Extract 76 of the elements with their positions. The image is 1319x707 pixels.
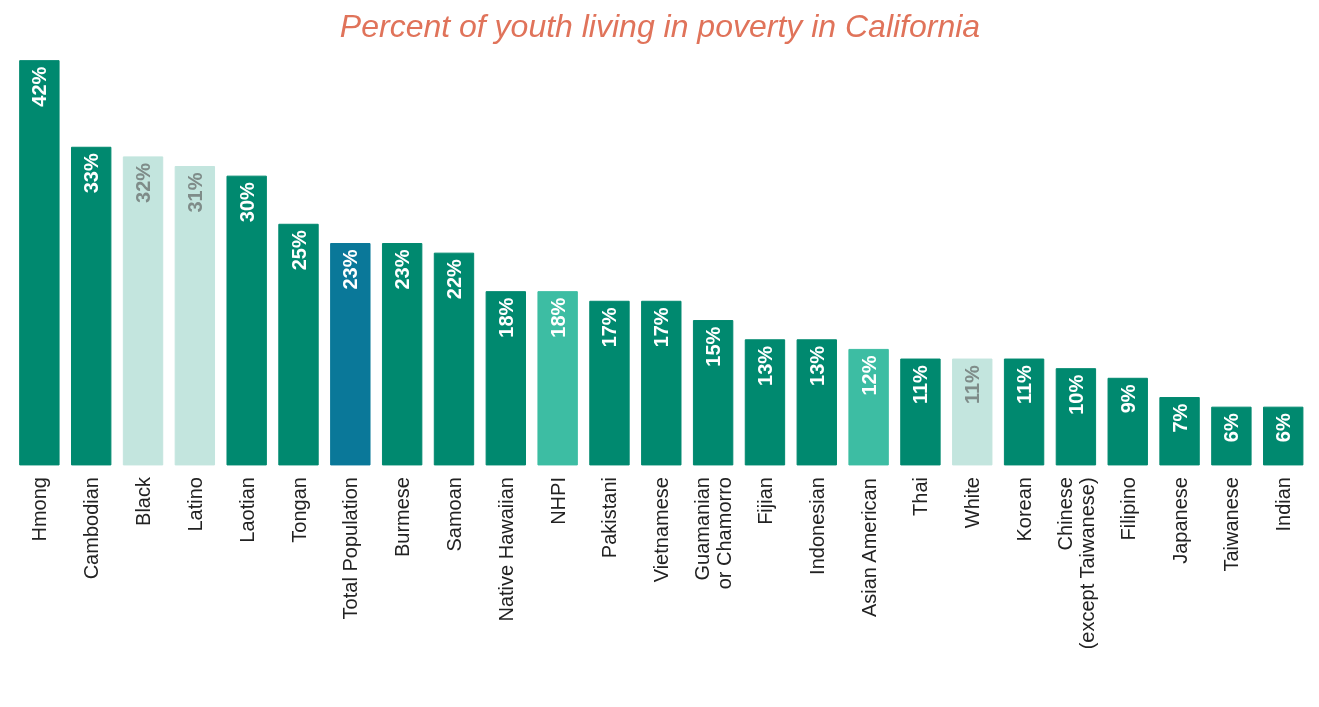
bar bbox=[381, 243, 423, 466]
bar bbox=[122, 156, 164, 466]
x-tick-label: Guamanian or Chamorro bbox=[691, 477, 736, 590]
data-label: 31% bbox=[183, 172, 206, 213]
chart-title: Percent of youth living in poverty in California bbox=[339, 7, 981, 44]
x-tick-label: Laotian bbox=[235, 477, 258, 543]
x-tick-label: Cambodian bbox=[80, 477, 103, 580]
data-label: 15% bbox=[702, 326, 725, 367]
data-label: 23% bbox=[391, 249, 414, 290]
data-label: 32% bbox=[132, 162, 155, 203]
bar bbox=[71, 146, 112, 466]
data-label: 22% bbox=[442, 259, 465, 300]
x-tick-label: Vietnamese bbox=[650, 477, 673, 583]
x-tick-label: Black bbox=[132, 476, 155, 526]
data-label: 33% bbox=[80, 153, 103, 194]
bar bbox=[589, 300, 630, 466]
data-label: 7% bbox=[1168, 403, 1191, 433]
bar bbox=[485, 291, 527, 466]
x-tick-label: Native Hawaiian bbox=[494, 477, 517, 622]
data-label: 18% bbox=[494, 297, 517, 338]
data-label: 42% bbox=[28, 66, 51, 107]
x-tick-label: Burmese bbox=[391, 477, 414, 558]
x-tick-label: Fijian bbox=[753, 477, 776, 525]
data-label: 9% bbox=[1116, 384, 1139, 414]
x-tick-label: Indian bbox=[1272, 477, 1295, 532]
x-tick-label: Total Population bbox=[339, 477, 362, 620]
x-tick-label: Latino bbox=[183, 477, 206, 532]
data-label: 6% bbox=[1220, 413, 1243, 443]
x-tick-label: Asian American bbox=[857, 478, 880, 618]
data-label: 13% bbox=[753, 345, 776, 386]
bar bbox=[1263, 406, 1304, 466]
bar bbox=[226, 175, 267, 466]
bar bbox=[692, 320, 734, 466]
bar bbox=[330, 243, 371, 466]
bar bbox=[174, 166, 216, 466]
data-label: 11% bbox=[909, 364, 932, 405]
x-tick-label: NHPI bbox=[546, 477, 569, 525]
data-label: 11% bbox=[961, 364, 984, 405]
x-tick-label: Chinese (except Taiwanese) bbox=[1053, 477, 1098, 650]
data-label: 25% bbox=[287, 230, 310, 271]
bar bbox=[952, 358, 993, 466]
bar bbox=[537, 291, 578, 466]
data-label: 13% bbox=[805, 345, 828, 386]
data-label: 11% bbox=[1013, 364, 1036, 405]
data-label: 18% bbox=[546, 297, 569, 338]
data-label: 10% bbox=[1064, 374, 1087, 415]
x-tick-label: White bbox=[961, 477, 984, 529]
data-label: 6% bbox=[1272, 413, 1295, 443]
data-label: 12% bbox=[857, 355, 880, 396]
bar bbox=[744, 339, 786, 466]
x-tick-label: Thai bbox=[909, 477, 932, 516]
data-label: 30% bbox=[235, 181, 258, 223]
bar bbox=[1003, 358, 1045, 466]
bar bbox=[433, 252, 475, 466]
bar bbox=[848, 348, 889, 466]
data-label: 23% bbox=[339, 249, 362, 290]
bar bbox=[1055, 368, 1097, 466]
x-tick-label: Pakistani bbox=[598, 477, 621, 559]
x-tick-label: Korean bbox=[1013, 477, 1036, 542]
x-tick-label: Samoan bbox=[442, 477, 465, 552]
data-label: 17% bbox=[598, 307, 621, 348]
bar bbox=[278, 223, 319, 466]
bar bbox=[1211, 406, 1252, 466]
data-label: 17% bbox=[650, 307, 673, 348]
bar bbox=[796, 339, 837, 466]
bar bbox=[1159, 397, 1200, 466]
bar bbox=[1107, 377, 1148, 466]
bar bbox=[900, 358, 941, 466]
x-tick-label: Japanese bbox=[1168, 477, 1191, 564]
bar bbox=[19, 60, 60, 466]
x-tick-label: Tongan bbox=[287, 477, 310, 543]
x-tick-label: Indonesian bbox=[805, 477, 828, 575]
x-tick-label: Taiwanese bbox=[1220, 477, 1243, 572]
bar bbox=[641, 300, 682, 466]
x-tick-label: Hmong bbox=[28, 477, 51, 542]
x-tick-label: Filipino bbox=[1116, 477, 1139, 541]
